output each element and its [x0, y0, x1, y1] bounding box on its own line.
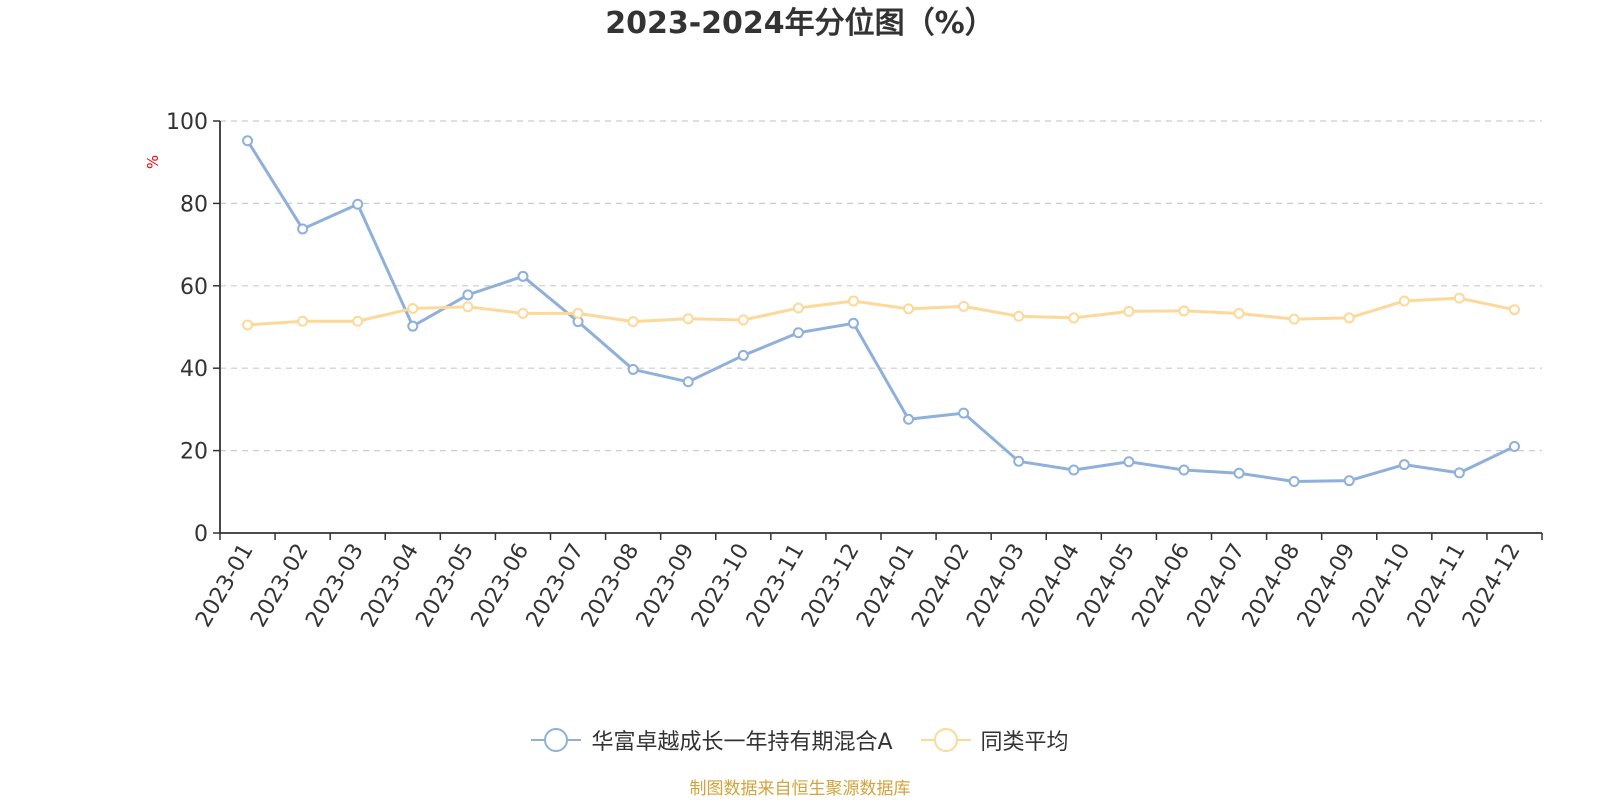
series-0-point [1178, 464, 1190, 476]
series-0-point [1343, 475, 1355, 487]
series-1-point [1013, 310, 1025, 322]
series-0-point [1233, 467, 1245, 479]
series-0-point [352, 198, 364, 210]
series-0-point [847, 317, 859, 329]
y-tick-label: 20 [180, 440, 208, 465]
legend-label-average: 同类平均 [980, 730, 1069, 755]
series-1-point [1178, 305, 1190, 317]
series-0-point [407, 320, 419, 332]
series-0-point [737, 349, 749, 361]
series-1-point [517, 307, 529, 319]
series-layer [242, 135, 1520, 487]
series-line-1 [247, 296, 1515, 327]
y-tick-label: 60 [180, 275, 208, 300]
series-0-point [297, 223, 309, 235]
series-1-point [1288, 313, 1300, 325]
series-1-point [1508, 304, 1520, 316]
grid-lines [220, 120, 1542, 452]
series-1-point [1233, 307, 1245, 319]
series-0-point [1398, 459, 1410, 471]
legend-label-fund: 华富卓越成长一年持有期混合A [591, 730, 893, 755]
source-note: 制图数据来自恒生聚源数据库 [689, 779, 911, 799]
y-axis-label: % [144, 155, 162, 169]
series-0-point [1453, 467, 1465, 479]
series-0-point [462, 289, 474, 301]
chart-title: 2023-2024年分位图（%） [605, 6, 995, 41]
series-0-point [792, 327, 804, 339]
series-0-point [627, 363, 639, 375]
series-1-point [297, 315, 309, 327]
series-1-point [407, 302, 419, 314]
series-0-point [517, 270, 529, 282]
series-1-point [792, 302, 804, 314]
series-0-point [1288, 476, 1300, 487]
series-0-point [682, 376, 694, 388]
series-1-point [1123, 305, 1135, 317]
series-0-point [1123, 456, 1135, 468]
series-1-point [847, 295, 859, 307]
series-0-point [242, 135, 254, 147]
series-1-point [352, 315, 364, 327]
chart-plot: 0204060801002023-012023-022023-032023-04… [144, 110, 1543, 632]
series-1-point [572, 307, 584, 319]
series-1-point [958, 300, 970, 312]
legend-item-fund[interactable]: 华富卓越成长一年持有期混合A [531, 724, 893, 756]
legend-symbol-fund [531, 728, 582, 752]
axes: 0204060801002023-012023-022023-032023-04… [166, 110, 1543, 632]
series-line-0 [246, 139, 1516, 483]
series-0-point [903, 413, 915, 425]
legend: 华富卓越成长一年持有期混合A 同类平均 [0, 720, 1600, 760]
series-1-point [903, 303, 915, 315]
series-1-point [1343, 312, 1355, 324]
series-1-point [1068, 312, 1080, 324]
y-tick-label: 80 [180, 192, 208, 217]
series-0-point [1508, 440, 1520, 452]
series-1-point [1453, 292, 1465, 304]
series-0-point [1068, 464, 1080, 476]
series-1-point [462, 301, 474, 313]
series-1-point [682, 313, 694, 325]
series-0-point [1013, 455, 1025, 467]
y-tick-label: 0 [194, 522, 208, 547]
y-tick-label: 100 [166, 110, 208, 135]
series-0-point [958, 407, 970, 419]
series-1-point [1398, 295, 1410, 307]
series-1-point [242, 319, 254, 331]
y-tick-label: 40 [180, 357, 208, 382]
series-1-point [627, 316, 639, 328]
legend-symbol-average [920, 728, 971, 752]
legend-item-average[interactable]: 同类平均 [920, 724, 1069, 756]
series-1-point [737, 314, 749, 326]
